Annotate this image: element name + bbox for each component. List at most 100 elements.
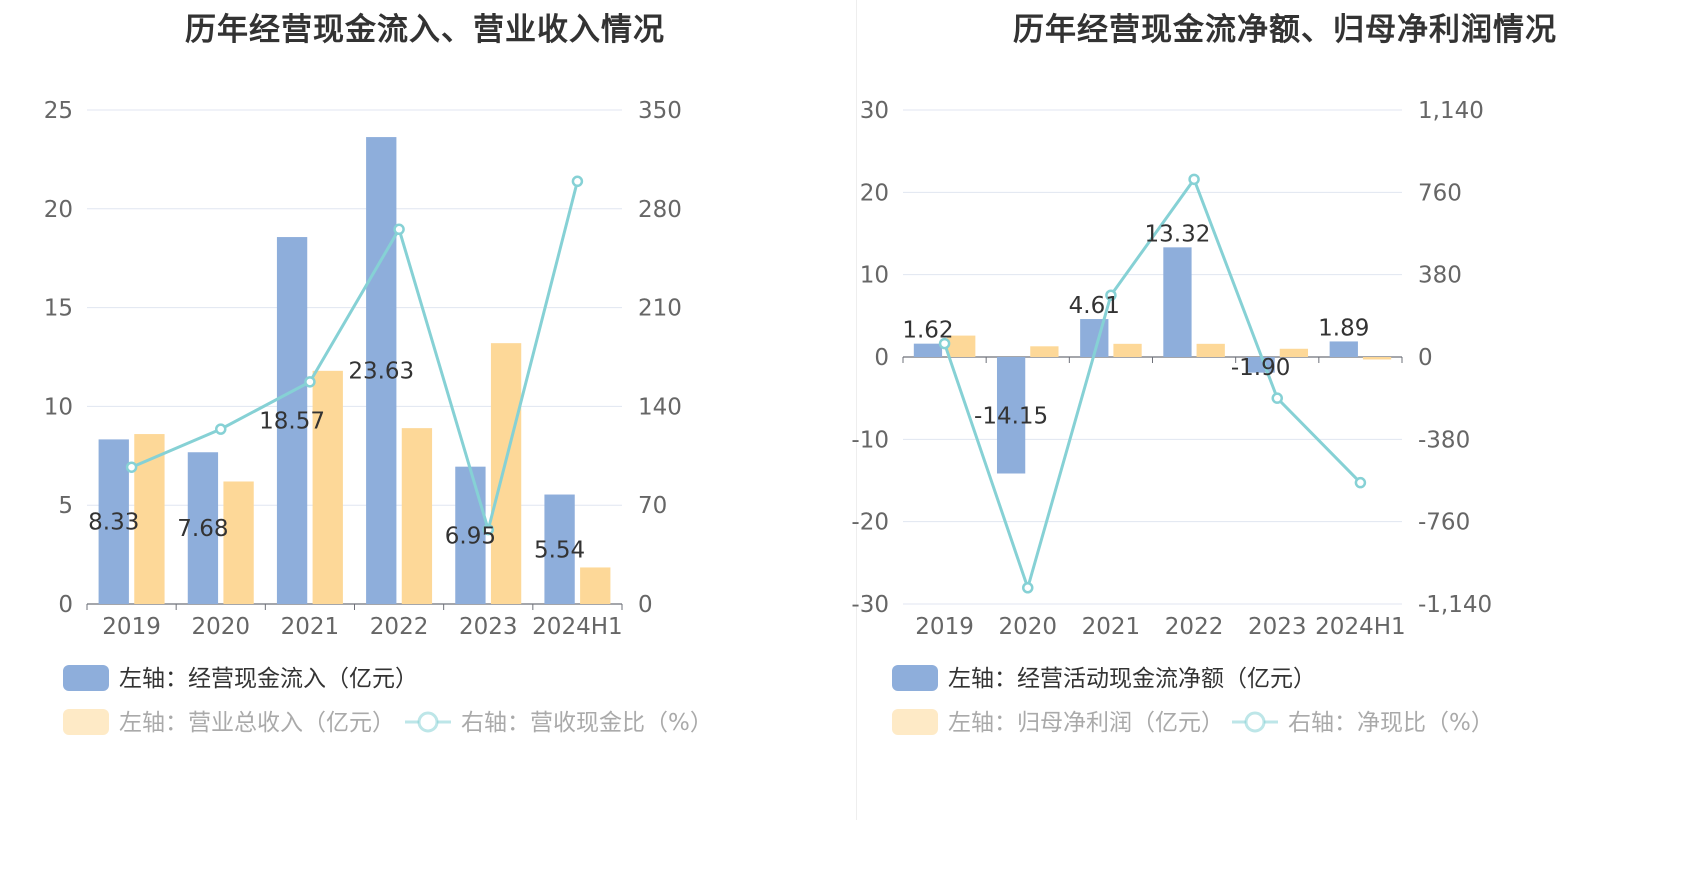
chart-title-left: 历年经营现金流入、营业收入情况 (185, 12, 665, 48)
left-axis-tick: -10 (851, 427, 889, 453)
bar-data-label: -14.15 (974, 403, 1048, 429)
bar-primary (455, 466, 486, 604)
line-point (1188, 173, 1200, 186)
legend-label: 左轴：归母净利润（亿元） (948, 710, 1224, 736)
x-axis-tick-label: 2024H1 (1315, 614, 1405, 640)
left-axis-tick: 25 (44, 98, 73, 124)
bar-primary (276, 237, 308, 604)
x-axis-tick-label: 2023 (1248, 614, 1307, 640)
chart-right-svg: -30 -1,140 -20 -760 -10 -380 0 0 10 380 20 760 30 1,1… (851, 98, 1494, 736)
line-point (482, 523, 494, 536)
left-axis-tick: 5 (58, 493, 73, 519)
left-axis-tick: 30 (860, 98, 889, 124)
bar-data-label: 18.57 (259, 409, 325, 435)
right-axis-tick: 210 (638, 296, 682, 322)
bar-data-label: 1.62 (902, 318, 953, 344)
bar-primary (1163, 247, 1192, 357)
legend-label: 左轴：经营现金流入（亿元） (119, 666, 418, 692)
left-axis-tick: 20 (44, 197, 73, 223)
bar-data-label: 4.61 (1069, 293, 1120, 319)
left-axis-tick: 20 (860, 180, 889, 206)
line-point (1022, 582, 1034, 594)
bar-secondary (490, 343, 522, 604)
right-axis-tick: -760 (1418, 510, 1470, 536)
x-axis-tick-label: 2024H1 (532, 614, 622, 640)
legend-swatch-marker (417, 711, 439, 733)
line-point (1354, 476, 1367, 489)
bar-data-label: 8.33 (88, 510, 139, 536)
right-axis-tick: -380 (1418, 427, 1470, 453)
legend-label: 右轴：营收现金比（%） (461, 710, 713, 736)
bar-primary (996, 357, 1026, 474)
left-axis-tick: -30 (851, 592, 889, 618)
left-axis-tick: 15 (44, 296, 73, 322)
line-series (943, 176, 1362, 593)
line-point (393, 223, 405, 236)
bar-data-label: 5.54 (534, 537, 585, 563)
line-point (938, 337, 951, 350)
bar-secondary (223, 481, 254, 604)
chart-panel-left: 历年经营现金流入、营业收入情况 0 0 5 70 10 140 15 210 20 280 25 35… (44, 12, 713, 736)
bar-secondary (1030, 346, 1059, 357)
legend-swatch (63, 665, 109, 691)
bar-secondary (580, 567, 611, 604)
legend-label: 右轴：净现比（%） (1288, 710, 1494, 736)
right-axis-tick: 350 (638, 98, 682, 124)
line-point (304, 376, 316, 388)
left-axis-tick: 0 (58, 592, 73, 618)
bar-secondary (312, 370, 343, 604)
bar-secondary (1113, 343, 1142, 357)
left-axis-tick: 10 (860, 263, 889, 289)
right-axis-tick: 0 (1418, 345, 1433, 371)
x-axis-tick-label: 2019 (102, 614, 161, 640)
bar-data-label: 23.63 (348, 359, 414, 385)
right-axis-tick: -1,140 (1418, 592, 1492, 618)
chart-left-svg: 0 0 5 70 10 140 15 210 20 280 25 350 2019 2020 2021 202… (44, 98, 713, 736)
bar-data-label: -1.90 (1231, 355, 1291, 381)
line-point (215, 423, 227, 435)
left-axis-tick: 10 (44, 394, 73, 420)
bar-secondary (401, 428, 433, 604)
x-axis-tick-label: 2019 (915, 614, 974, 640)
legend-swatch-marker (1244, 711, 1266, 733)
panel-divider (856, 0, 857, 820)
bar-secondary (1362, 357, 1392, 360)
bar-secondary (1196, 343, 1225, 357)
bar-primary (366, 137, 397, 604)
legend-label: 左轴：经营活动现金流净额（亿元） (948, 666, 1316, 692)
legend-swatch (892, 709, 938, 735)
line-point (571, 175, 584, 188)
legend-label: 左轴：营业总收入（亿元） (119, 710, 395, 736)
x-axis-tick-label: 2022 (370, 614, 429, 640)
x-axis-tick-label: 2021 (281, 614, 340, 640)
bar-data-label: 7.68 (177, 516, 228, 542)
line-point (125, 461, 138, 473)
line-point (1105, 289, 1117, 301)
legend-swatch (63, 709, 109, 735)
left-axis-tick: -20 (851, 510, 889, 536)
bar-secondary (1279, 348, 1309, 357)
right-axis-tick: 760 (1418, 180, 1462, 206)
right-axis-tick: 70 (638, 493, 667, 519)
x-axis-tick-label: 2020 (191, 614, 250, 640)
bar-secondary (947, 335, 976, 357)
x-axis-tick-label: 2023 (459, 614, 518, 640)
right-axis-tick: 380 (1418, 263, 1462, 289)
line-series (130, 180, 579, 536)
bar-primary (187, 452, 219, 604)
chart-title-right: 历年经营现金流净额、归母净利润情况 (1013, 12, 1557, 48)
left-axis-tick: 0 (874, 345, 889, 371)
bar-primary (544, 494, 575, 604)
x-axis-tick-label: 2021 (1082, 614, 1141, 640)
bar-primary (913, 343, 943, 357)
right-axis-tick: 280 (638, 197, 682, 223)
legend-swatch (892, 665, 938, 691)
chart-panel-right: 历年经营现金流净额、归母净利润情况 -30 -1,140 -20 -760 -10 -38… (851, 0, 1700, 874)
bar-data-label: 13.32 (1145, 221, 1211, 247)
x-axis-tick-label: 2020 (998, 614, 1057, 640)
line-point (1271, 392, 1283, 404)
bar-primary (98, 439, 129, 604)
bar-primary (1329, 341, 1358, 357)
right-axis-tick: 1,140 (1418, 98, 1484, 124)
bar-primary (1246, 357, 1275, 373)
